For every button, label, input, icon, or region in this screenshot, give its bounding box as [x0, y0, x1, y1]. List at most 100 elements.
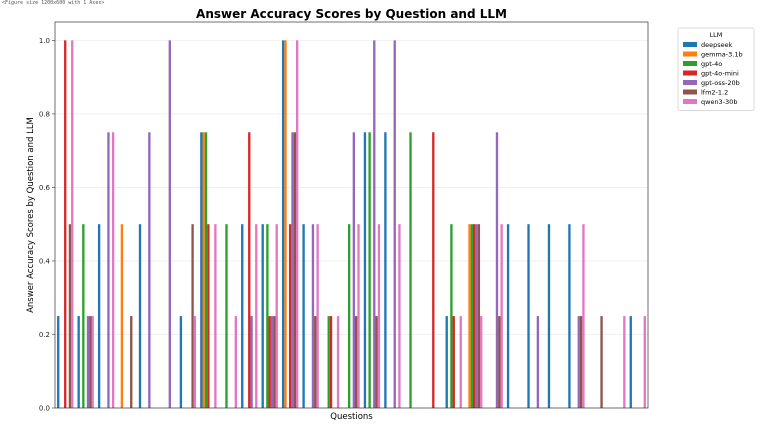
bar-gpt-4o-mini-Q14 — [329, 316, 333, 408]
bar-deepseek-Q13 — [302, 224, 305, 408]
bar-deepseek-Q12 — [281, 40, 285, 408]
bar-deepseek-Q5 — [138, 224, 142, 408]
bar-gpt-oss-20b-Q26 — [577, 316, 580, 408]
bar-qwen3-30b-Q2 — [91, 316, 94, 408]
bar-gemma-3.1b-Q21 — [468, 224, 471, 408]
bar-gpt-4o-mini-Q1 — [64, 40, 67, 408]
figure-size-note: <Figure size 1200x600 with 1 Axes> — [2, 0, 105, 6]
bar-lfm2-1.2-Q15 — [355, 316, 358, 408]
bar-deepseek-Q16 — [363, 132, 367, 409]
legend-label-gpt-oss-20b: gpt-oss-20b — [701, 79, 740, 87]
y-tick-label: 0.4 — [39, 257, 51, 265]
bar-gpt-oss-20b-Q13 — [311, 224, 315, 408]
bar-gpt-4o-mini-Q11 — [268, 316, 271, 408]
chart-title: Answer Accuracy Scores by Question and L… — [196, 7, 507, 21]
bar-lfm2-1.2-Q26 — [579, 316, 583, 408]
bar-gpt-4o-Q15 — [347, 224, 351, 408]
bar-deepseek-Q7 — [179, 316, 183, 408]
bar-gpt-oss-20b-Q22 — [495, 132, 499, 409]
bar-qwen3-30b-Q26 — [582, 224, 585, 408]
bar-gpt-oss-20b-Q21 — [475, 224, 478, 408]
y-tick-label: 1.0 — [39, 37, 50, 45]
y-tick-label: 0.0 — [39, 405, 50, 413]
bar-deepseek-Q20 — [445, 316, 448, 408]
bar-deepseek-Q25 — [547, 224, 551, 408]
legend-label-qwen3-30b: qwen3-30b — [701, 98, 737, 106]
legend-swatch-qwen3-30b — [683, 99, 697, 104]
legend-label-lfm2-1.2: lfm2-1.2 — [701, 89, 728, 97]
bar-gpt-4o-Q11 — [266, 224, 269, 408]
bar-lfm2-1.2-Q1 — [68, 224, 72, 408]
legend-title: LLM — [710, 31, 723, 39]
bar-deepseek-Q1 — [57, 316, 60, 408]
bar-deepseek-Q11 — [261, 224, 264, 408]
legend-swatch-lfm2-1.2 — [683, 89, 697, 95]
plot-frame — [54, 21, 649, 409]
bar-qwen3-30b-Q15 — [357, 224, 360, 408]
bar-qwen3-30b-Q17 — [398, 224, 401, 408]
bar-gpt-oss-20b-Q16 — [373, 40, 376, 408]
bar-qwen3-30b-Q29 — [643, 316, 646, 408]
legend-swatch-gemma-3.1b — [683, 51, 697, 57]
bar-lfm2-1.2-Q27 — [600, 316, 603, 408]
bar-deepseek-Q17 — [384, 132, 387, 409]
bar-gpt-4o-Q16 — [368, 132, 371, 409]
bar-qwen3-30b-Q11 — [275, 224, 278, 408]
bar-deepseek-Q10 — [241, 224, 244, 408]
bar-qwen3-30b-Q1 — [71, 40, 74, 408]
bar-lfm2-1.2-Q7 — [191, 224, 194, 408]
bar-deepseek-Q2 — [77, 316, 80, 408]
bar-qwen3-30b-Q16 — [377, 224, 381, 408]
bar-qwen3-30b-Q13 — [316, 224, 319, 408]
legend-swatch-gpt-4o — [683, 61, 697, 66]
bar-deepseek-Q29 — [629, 316, 632, 408]
bar-gpt-oss-20b-Q2 — [86, 316, 90, 408]
bar-qwen3-30b-Q7 — [193, 316, 197, 408]
bar-gpt-4o-Q18 — [409, 132, 412, 409]
legend-swatch-gpt-4o-mini — [683, 70, 697, 76]
bar-lfm2-1.2-Q21 — [477, 224, 481, 408]
bar-lfm2-1.2-Q12 — [293, 132, 296, 409]
bar-gpt-oss-20b-Q17 — [393, 40, 396, 408]
bar-gpt-4o-Q8 — [204, 132, 208, 409]
bar-gpt-4o-mini-Q8 — [207, 224, 210, 408]
bar-gpt-4o-mini-Q10 — [248, 132, 251, 409]
y-tick-label: 0.2 — [39, 331, 50, 339]
bar-qwen3-30b-Q9 — [234, 316, 237, 408]
bar-qwen3-30b-Q21 — [480, 316, 483, 408]
bar-deepseek-Q3 — [97, 224, 101, 408]
bar-gemma-3.1b-Q12 — [284, 40, 287, 408]
bar-gpt-4o-Q14 — [327, 316, 330, 408]
bar-qwen3-30b-Q10 — [255, 224, 258, 408]
x-axis-label: Questions — [330, 412, 373, 422]
bar-gemma-3.1b-Q4 — [120, 224, 124, 408]
bar-qwen3-30b-Q12 — [295, 40, 299, 408]
bar-gpt-4o-Q21 — [470, 224, 474, 408]
bar-lfm2-1.2-Q2 — [89, 316, 92, 408]
bar-deepseek-Q23 — [506, 224, 510, 408]
bar-qwen3-30b-Q20 — [459, 316, 462, 408]
bar-gpt-oss-20b-Q24 — [536, 316, 540, 408]
bar-qwen3-30b-Q28 — [623, 316, 626, 408]
bar-deepseek-Q26 — [568, 224, 571, 408]
legend-label-gemma-3.1b: gemma-3.1b — [701, 51, 743, 59]
bar-gpt-oss-20b-Q12 — [291, 132, 294, 409]
bar-qwen3-30b-Q8 — [214, 224, 217, 408]
bar-qwen3-30b-Q22 — [500, 224, 503, 408]
bar-lfm2-1.2-Q22 — [498, 316, 501, 408]
bar-gpt-oss-20b-Q11 — [270, 316, 274, 408]
bar-gpt-4o-Q2 — [82, 224, 85, 408]
bar-lfm2-1.2-Q16 — [375, 316, 378, 408]
bar-gpt-4o-mini-Q21 — [473, 224, 476, 408]
legend-label-deepseek: deepseek — [701, 41, 733, 49]
bar-gpt-oss-20b-Q15 — [352, 132, 356, 409]
legend-label-gpt-4o: gpt-4o — [701, 60, 722, 68]
bar-gpt-oss-20b-Q5 — [148, 132, 151, 409]
bar-gpt-oss-20b-Q6 — [168, 40, 171, 408]
bar-deepseek-Q8 — [200, 132, 203, 409]
bar-qwen3-30b-Q3 — [111, 132, 115, 409]
bar-gpt-4o-Q9 — [225, 224, 228, 408]
bar-gpt-4o-mini-Q19 — [432, 132, 435, 409]
bar-gpt-4o-Q20 — [450, 224, 453, 408]
